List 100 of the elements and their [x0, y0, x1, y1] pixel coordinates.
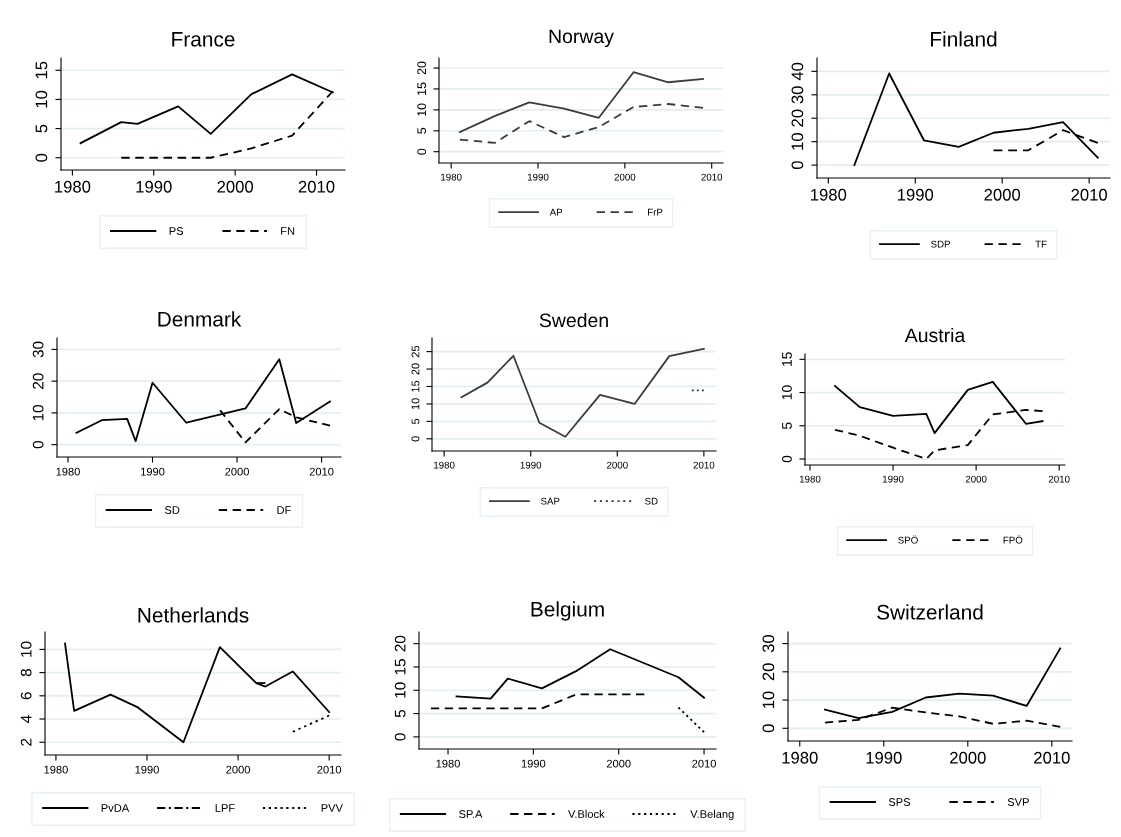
- chart-title: Denmark: [158, 311, 242, 327]
- x-tick-label: 2010: [692, 759, 716, 768]
- legend-label: SPÖ: [898, 535, 918, 544]
- y-tick-label: 30: [791, 86, 804, 104]
- legend-label: DF: [277, 506, 291, 514]
- x-tick-label: 1980: [436, 759, 460, 768]
- x-tick-label: 2000: [606, 461, 628, 469]
- x-tick-label: 2010: [1034, 751, 1070, 764]
- chart-title: France: [172, 32, 235, 47]
- x-tick-label: 2000: [225, 467, 249, 476]
- line-series: [458, 103, 704, 144]
- x-tick-label: 1980: [782, 751, 818, 764]
- legend-label: FN: [281, 227, 295, 235]
- legend-label: V.Belang: [690, 809, 734, 821]
- y-tick-label: 0: [411, 436, 420, 442]
- x-tick-label: 2010: [298, 180, 335, 193]
- y-tick-label: 30: [32, 341, 44, 358]
- y-tick-label: 5: [417, 127, 427, 134]
- y-tick-label: 25: [411, 345, 420, 358]
- y-tick-label: 8: [20, 669, 32, 677]
- x-tick-label: 2010: [1071, 188, 1108, 201]
- x-tick-label: 1980: [434, 461, 455, 469]
- chart-title: Netherlands: [138, 607, 249, 623]
- legend-label: PvDA: [101, 804, 130, 812]
- legend-label: FrP: [648, 208, 663, 216]
- line-series: [455, 648, 705, 700]
- x-tick-label: 1990: [141, 467, 165, 476]
- y-tick-label: 10: [32, 404, 44, 421]
- legend-label: AP: [549, 208, 563, 216]
- legend-label: TF: [1035, 240, 1047, 248]
- x-tick-label: 1990: [897, 188, 934, 201]
- x-tick-label: 1990: [866, 751, 902, 764]
- legend-label: SD: [164, 506, 180, 514]
- y-tick-label: 5: [782, 422, 792, 430]
- y-tick-label: 15: [782, 352, 792, 366]
- y-tick-label: 0: [417, 148, 427, 155]
- y-tick-label: 15: [35, 61, 48, 79]
- y-tick-label: 20: [762, 663, 775, 681]
- x-tick-label: 1990: [520, 461, 542, 469]
- y-tick-label: 10: [35, 90, 48, 108]
- x-tick-label: 2010: [309, 467, 334, 476]
- y-tick-label: 0: [762, 724, 775, 733]
- y-tick-label: 2: [20, 738, 32, 746]
- line-series: [853, 72, 1099, 167]
- y-tick-label: 40: [791, 62, 804, 81]
- x-tick-label: 1980: [441, 173, 462, 181]
- chart-title: Sweden: [539, 312, 608, 328]
- y-tick-label: 15: [394, 659, 406, 675]
- y-tick-label: 0: [32, 440, 44, 449]
- y-tick-label: 5: [411, 418, 420, 424]
- y-tick-label: 15: [411, 380, 420, 392]
- chart-title: Austria: [904, 327, 966, 343]
- x-tick-label: 1990: [135, 765, 159, 774]
- line-series: [458, 71, 704, 133]
- y-tick-label: 10: [20, 641, 32, 657]
- legend-label: SPS: [888, 798, 911, 806]
- x-tick-label: 2000: [226, 765, 251, 774]
- y-tick-label: 20: [32, 373, 44, 389]
- y-tick-label: 10: [762, 691, 775, 709]
- x-tick-label: 2010: [693, 461, 715, 469]
- y-tick-label: 10: [411, 398, 420, 410]
- x-tick-label: 1980: [44, 765, 68, 774]
- legend-label: SVP: [1007, 798, 1029, 806]
- x-tick-label: 2000: [950, 751, 986, 764]
- chart-title: Norway: [549, 29, 614, 48]
- x-tick-label: 2000: [606, 759, 631, 768]
- y-tick-label: 0: [394, 733, 406, 741]
- y-tick-label: 6: [20, 692, 32, 700]
- x-tick-label: 2000: [984, 188, 1021, 201]
- legend-label: SD: [644, 497, 658, 505]
- y-tick-label: 20: [411, 363, 420, 375]
- line-series: [460, 347, 705, 438]
- y-tick-label: 20: [394, 635, 406, 652]
- y-tick-label: 4: [20, 715, 32, 723]
- y-tick-label: 5: [394, 709, 406, 718]
- x-tick-label: 2000: [217, 180, 254, 193]
- y-tick-label: 0: [791, 161, 804, 170]
- y-tick-label: 0: [782, 455, 792, 463]
- y-tick-label: 30: [762, 634, 775, 653]
- x-tick-label: 1980: [55, 180, 91, 193]
- y-tick-label: 10: [791, 133, 804, 150]
- legend-label: PVV: [321, 804, 343, 812]
- legend-label: SAP: [540, 497, 560, 505]
- legend-label: V.Block: [568, 809, 605, 818]
- x-tick-label: 1990: [882, 475, 904, 483]
- chart-title: Belgium: [531, 601, 604, 621]
- x-tick-label: 2000: [965, 475, 987, 483]
- x-tick-label: 2010: [317, 765, 342, 774]
- line-series: [75, 358, 331, 443]
- line-series: [64, 642, 331, 744]
- x-tick-label: 1990: [521, 759, 546, 768]
- x-tick-label: 1980: [811, 188, 847, 201]
- y-tick-label: 5: [35, 124, 48, 133]
- y-tick-label: 0: [35, 153, 48, 162]
- legend-label: PS: [169, 227, 184, 235]
- y-tick-label: 20: [791, 109, 804, 127]
- y-tick-label: 10: [417, 103, 427, 116]
- y-tick-label: 20: [417, 61, 427, 75]
- x-tick-label: 2000: [614, 173, 636, 181]
- x-tick-label: 2010: [701, 173, 723, 181]
